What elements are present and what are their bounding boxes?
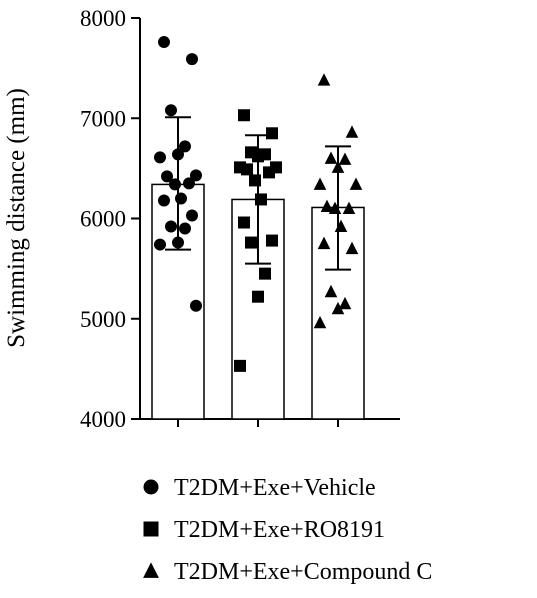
bars (151, 36, 365, 427)
data-point (165, 104, 177, 117)
bar-group (311, 73, 365, 427)
data-point (324, 151, 338, 164)
data-point (186, 209, 198, 222)
data-point (320, 199, 334, 212)
data-point (234, 359, 246, 372)
y-tick-label: 5000 (80, 307, 126, 332)
data-point (190, 169, 202, 182)
legend-item: T2DM+Exe+RO8191 (143, 517, 385, 543)
data-point (252, 290, 264, 303)
data-point (249, 174, 261, 187)
data-point (238, 109, 250, 122)
bar-group (231, 109, 285, 427)
data-point (345, 241, 359, 255)
data-point (175, 192, 187, 205)
legend-label: T2DM+Exe+Vehicle (174, 475, 376, 501)
data-point (338, 296, 352, 310)
data-point (172, 236, 184, 249)
axes: 4000 5000 6000 7000 8000 (80, 6, 400, 432)
data-point (345, 125, 359, 138)
data-point (259, 267, 271, 280)
y-ticks: 4000 5000 6000 7000 8000 (80, 6, 140, 432)
data-point (238, 216, 250, 229)
data-point (161, 170, 173, 183)
data-point (179, 140, 191, 153)
data-point (154, 238, 166, 251)
y-tick-label: 7000 (80, 106, 126, 131)
data-point (190, 299, 202, 312)
data-point (266, 127, 278, 140)
legend: T2DM+Exe+Vehicle T2DM+Exe+RO8191 T2DM+Exe+… (143, 475, 432, 585)
data-point (183, 177, 195, 190)
legend-item: T2DM+Exe+Vehicle (143, 475, 376, 501)
data-point (158, 36, 170, 49)
legend-label: T2DM+Exe+Compound C (174, 559, 432, 585)
y-tick-label: 6000 (80, 207, 126, 232)
data-point (179, 222, 191, 235)
data-point (328, 201, 342, 214)
data-point (255, 193, 267, 206)
data-point (266, 234, 278, 247)
legend-marker (143, 562, 159, 578)
data-point (324, 284, 338, 298)
data-point (172, 148, 184, 161)
legend-marker (143, 521, 159, 537)
data-point (342, 201, 356, 214)
data-point (154, 151, 166, 164)
legend-marker (143, 479, 159, 495)
data-point (252, 150, 264, 163)
data-point (331, 301, 345, 315)
data-point (349, 177, 363, 190)
legend-label: T2DM+Exe+RO8191 (174, 517, 385, 543)
y-tick-label: 8000 (80, 6, 126, 31)
data-point (263, 166, 275, 179)
data-point (186, 53, 198, 66)
y-axis-title: Swimming distance (mm) (3, 88, 30, 348)
data-point (317, 236, 331, 250)
data-point (313, 315, 327, 329)
data-point (245, 236, 257, 249)
data-point (331, 160, 345, 173)
data-point (313, 177, 327, 190)
legend-item: T2DM+Exe+Compound C (143, 559, 432, 585)
data-point (165, 220, 177, 233)
data-point (158, 194, 170, 207)
data-point (169, 178, 181, 191)
y-tick-label: 4000 (80, 407, 126, 432)
data-point (241, 163, 253, 176)
data-point (317, 73, 331, 86)
data-point (334, 219, 348, 233)
bar-group (151, 36, 205, 427)
data-point (338, 152, 352, 165)
